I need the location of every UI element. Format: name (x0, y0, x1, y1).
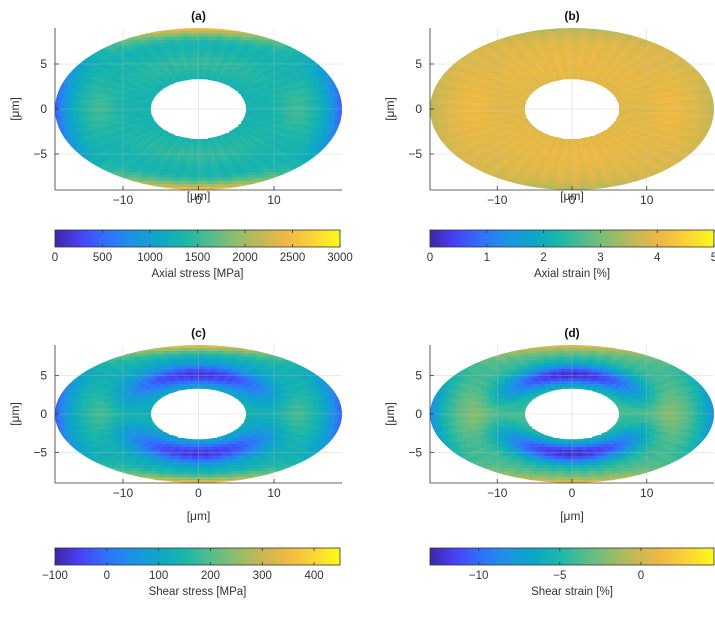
y-tick-label: 5 (415, 369, 422, 383)
colorbar-tick-label: 500 (93, 252, 112, 264)
y-tick-label: 0 (40, 407, 47, 421)
y-tick-label: 5 (40, 369, 47, 383)
y-tick-label: 0 (415, 102, 422, 116)
panel-d: (d) −10 0 10 5 0 −5 [μm] [μm] −10 −5 0 Shear strain … (383, 326, 715, 598)
x-tick-label: 10 (267, 486, 281, 500)
y-tick-label: 5 (415, 57, 422, 71)
x-tick-label: −10 (113, 486, 134, 500)
x-tick-label: −10 (113, 193, 134, 207)
y-axis-title: [μm] (383, 97, 397, 121)
colorbar-tick-label: 1000 (137, 252, 163, 264)
panel-label: (c) (191, 326, 206, 340)
colorbar-tick-label: 1500 (185, 252, 211, 264)
colorbar: 0 500 1000 1500 2000 2500 3000 Axial stress [MP… (52, 230, 353, 280)
colorbar-label: Shear stress [MPa] (149, 586, 247, 598)
colorbar-tick-label: 0 (52, 252, 58, 264)
x-axis-title: [μm] (187, 509, 211, 523)
y-tick-label: −5 (33, 445, 47, 459)
x-axis-title: [μm] (560, 509, 584, 523)
x-tick-label: 10 (640, 193, 654, 207)
y-tick-label: 0 (415, 407, 422, 421)
x-tick-label: 10 (267, 193, 281, 207)
colorbar-tick-label: 0 (427, 252, 433, 264)
y-tick-label: 5 (40, 57, 47, 71)
colorbar-tick-label: 200 (201, 570, 220, 582)
colorbar-tick-label: 3000 (327, 252, 353, 264)
colorbar-tick-label: 100 (149, 570, 168, 582)
colorbar-gradient (430, 230, 714, 247)
colorbar-tick-label: 400 (304, 570, 323, 582)
y-tick-label: −5 (408, 445, 422, 459)
y-axis-title: [μm] (8, 97, 22, 121)
x-tick-label: −10 (487, 193, 508, 207)
x-tick-label: −10 (487, 486, 508, 500)
y-axis-title: [μm] (383, 402, 397, 426)
colorbar-tick-label: 5 (711, 252, 715, 264)
x-tick-label: 0 (569, 486, 576, 500)
x-axis-title: [μm] (560, 189, 584, 203)
colorbar-label: Axial strain [%] (534, 268, 610, 280)
colorbar-gradient (430, 548, 714, 565)
colorbar-tick-label: 2000 (232, 252, 258, 264)
colorbar-tick-label: 0 (638, 570, 644, 582)
panel-label: (a) (191, 9, 206, 23)
colorbar: −100 0 100 200 300 400 Shear stress [MPa] (42, 548, 340, 598)
x-tick-label: 0 (195, 486, 202, 500)
y-tick-label: 0 (40, 102, 47, 116)
colorbar-tick-label: 3 (597, 252, 603, 264)
colorbar-gradient (55, 548, 340, 565)
panel-label: (b) (564, 9, 579, 23)
colorbar-tick-label: −5 (553, 570, 566, 582)
y-axis-title: [μm] (8, 402, 22, 426)
x-tick-label: 10 (640, 486, 654, 500)
panel-label: (d) (564, 326, 579, 340)
colorbar-tick-label: −100 (42, 570, 68, 582)
colorbar-tick-label: 1 (484, 252, 490, 264)
colorbar: 0 1 2 3 4 5 Axial strain [%] (427, 230, 715, 280)
colorbar-tick-label: 4 (654, 252, 661, 264)
colorbar-tick-label: −10 (469, 570, 489, 582)
panel-a: (a) −10 0 10 5 0 −5 [μm] [μm] 0 500 1000 1500 2000 250… (8, 9, 353, 280)
y-tick-label: −5 (33, 147, 47, 161)
colorbar-tick-label: 0 (104, 570, 110, 582)
colorbar: −10 −5 0 Shear strain [%] (430, 548, 714, 598)
y-tick-label: −5 (408, 147, 422, 161)
colorbar-label: Shear strain [%] (531, 586, 613, 598)
colorbar-tick-label: 300 (253, 570, 272, 582)
colorbar-tick-label: 2 (540, 252, 546, 264)
colorbar-label: Axial stress [MPa] (151, 268, 243, 280)
panel-b: (b) −10 0 10 5 0 −5 [μm] [μm] 0 1 2 3 4 5 Axial strain … (383, 9, 715, 280)
x-axis-title: [μm] (187, 189, 211, 203)
colorbar-tick-label: 2500 (280, 252, 306, 264)
